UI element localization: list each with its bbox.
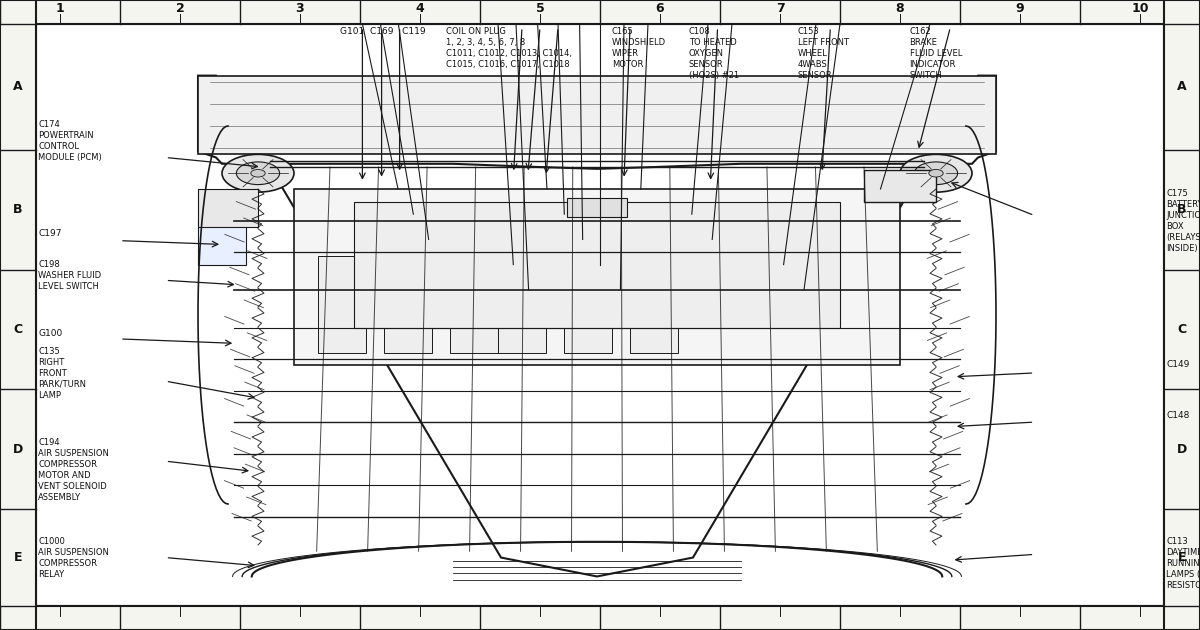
- Text: C1000
AIR SUSPENSION
COMPRESSOR
RELAY: C1000 AIR SUSPENSION COMPRESSOR RELAY: [38, 537, 109, 579]
- Text: 7: 7: [775, 2, 785, 15]
- Bar: [630, 256, 678, 353]
- Text: C135
RIGHT
FRONT
PARK/TURN
LAMP: C135 RIGHT FRONT PARK/TURN LAMP: [38, 346, 86, 400]
- Text: 9: 9: [1015, 2, 1025, 15]
- Bar: [0, 0, 36, 630]
- Text: E: E: [13, 551, 23, 564]
- Text: 4: 4: [415, 2, 425, 15]
- Bar: [1164, 0, 1200, 630]
- Bar: [294, 189, 900, 365]
- Text: G101  C169   C119: G101 C169 C119: [340, 27, 425, 36]
- Text: 2: 2: [175, 2, 185, 15]
- Text: 5: 5: [535, 2, 545, 15]
- Text: G100: G100: [38, 329, 62, 338]
- Bar: [450, 256, 498, 353]
- Text: 1: 1: [55, 2, 65, 15]
- Bar: [0, 606, 1200, 630]
- Bar: [564, 256, 612, 353]
- Text: 10: 10: [1132, 2, 1148, 15]
- Circle shape: [251, 169, 265, 177]
- Bar: [568, 198, 628, 217]
- Text: C108
TO HEATED
OXYGEN
SENSOR
(HO2S) #21: C108 TO HEATED OXYGEN SENSOR (HO2S) #21: [689, 27, 739, 81]
- Circle shape: [900, 154, 972, 192]
- Circle shape: [236, 162, 280, 185]
- Bar: [198, 76, 996, 154]
- Text: C: C: [1177, 323, 1187, 336]
- Text: D: D: [1177, 443, 1187, 455]
- Text: C175
BATTERY
JUNCTION
BOX
(RELAYS
INSIDE): C175 BATTERY JUNCTION BOX (RELAYS INSIDE…: [1166, 189, 1200, 253]
- Text: 3: 3: [295, 2, 305, 15]
- Bar: [0, 0, 1200, 24]
- Text: C149: C149: [1166, 360, 1189, 369]
- Text: C153
LEFT FRONT
WHEEL
4WABS
SENSOR: C153 LEFT FRONT WHEEL 4WABS SENSOR: [798, 27, 850, 81]
- Text: C174
POWERTRAIN
CONTROL
MODULE (PCM): C174 POWERTRAIN CONTROL MODULE (PCM): [38, 120, 102, 162]
- Bar: [864, 170, 936, 202]
- Bar: [384, 256, 432, 353]
- Text: C197: C197: [38, 229, 62, 238]
- Text: C148: C148: [1166, 411, 1189, 420]
- Bar: [318, 256, 366, 353]
- Text: C162
BRAKE
FLUID LEVEL
INDICATOR
SWITCH: C162 BRAKE FLUID LEVEL INDICATOR SWITCH: [910, 27, 962, 81]
- Text: C: C: [13, 323, 23, 336]
- Polygon shape: [198, 76, 996, 576]
- Bar: [198, 220, 246, 265]
- Text: C194
AIR SUSPENSION
COMPRESSOR
MOTOR AND
VENT SOLENOID
ASSEMBLY: C194 AIR SUSPENSION COMPRESSOR MOTOR AND…: [38, 438, 109, 502]
- Circle shape: [222, 154, 294, 192]
- Text: B: B: [13, 203, 23, 216]
- Bar: [498, 256, 546, 353]
- Bar: [354, 202, 840, 328]
- Text: 8: 8: [895, 2, 905, 15]
- Text: A: A: [13, 81, 23, 93]
- Bar: [198, 189, 258, 227]
- Circle shape: [914, 162, 958, 185]
- Text: B: B: [1177, 203, 1187, 216]
- Circle shape: [929, 169, 943, 177]
- Text: D: D: [13, 443, 23, 455]
- Text: E: E: [1177, 551, 1187, 564]
- Text: C165
WINDSHIELD
WIPER
MOTOR: C165 WINDSHIELD WIPER MOTOR: [612, 27, 666, 69]
- Text: C198
WASHER FLUID
LEVEL SWITCH: C198 WASHER FLUID LEVEL SWITCH: [38, 260, 102, 291]
- Text: 6: 6: [655, 2, 665, 15]
- Text: A: A: [1177, 81, 1187, 93]
- Text: COIL ON PLUG
1, 2, 3, 4, 5, 6, 7, 8
C1011, C1012, C1013, C1014,
C1015, C1016, C1: COIL ON PLUG 1, 2, 3, 4, 5, 6, 7, 8 C101…: [446, 27, 572, 69]
- Text: C113
DAYTIME
RUNNING
LAMPS (DRL)
RESISTOR,: C113 DAYTIME RUNNING LAMPS (DRL) RESISTO…: [1166, 537, 1200, 590]
